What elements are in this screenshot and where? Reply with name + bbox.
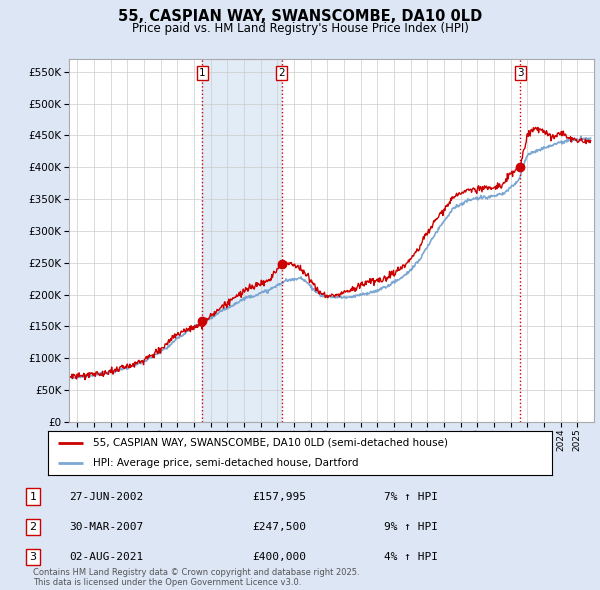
Text: 9% ↑ HPI: 9% ↑ HPI [384,522,438,532]
Text: 3: 3 [517,68,524,78]
Text: 4% ↑ HPI: 4% ↑ HPI [384,552,438,562]
Text: 1: 1 [29,492,37,502]
Text: Contains HM Land Registry data © Crown copyright and database right 2025.
This d: Contains HM Land Registry data © Crown c… [33,568,359,587]
Text: Price paid vs. HM Land Registry's House Price Index (HPI): Price paid vs. HM Land Registry's House … [131,22,469,35]
Text: 2: 2 [278,68,285,78]
Text: 7% ↑ HPI: 7% ↑ HPI [384,492,438,502]
Text: 2: 2 [29,522,37,532]
Text: 55, CASPIAN WAY, SWANSCOMBE, DA10 0LD (semi-detached house): 55, CASPIAN WAY, SWANSCOMBE, DA10 0LD (s… [94,438,448,448]
Text: 1: 1 [199,68,205,78]
Text: 55, CASPIAN WAY, SWANSCOMBE, DA10 0LD: 55, CASPIAN WAY, SWANSCOMBE, DA10 0LD [118,9,482,24]
Text: £247,500: £247,500 [252,522,306,532]
Text: 30-MAR-2007: 30-MAR-2007 [69,522,143,532]
Text: £400,000: £400,000 [252,552,306,562]
Text: HPI: Average price, semi-detached house, Dartford: HPI: Average price, semi-detached house,… [94,458,359,468]
Bar [202,59,281,422]
Text: 3: 3 [29,552,37,562]
Text: 27-JUN-2002: 27-JUN-2002 [69,492,143,502]
Text: 02-AUG-2021: 02-AUG-2021 [69,552,143,562]
Text: £157,995: £157,995 [252,492,306,502]
